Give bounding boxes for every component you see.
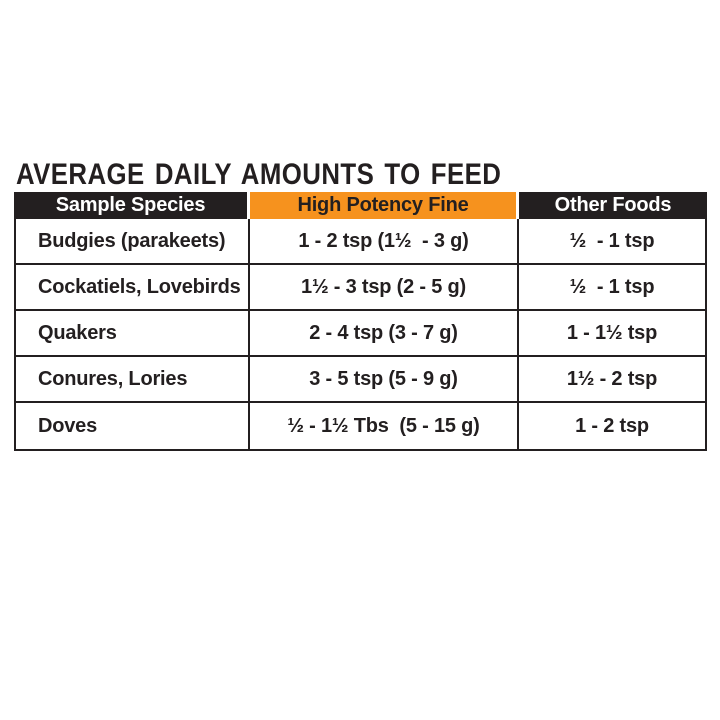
high-potency-cell: 3 - 5 tsp (5 - 9 g) [250,357,519,401]
species-cell: Cockatiels, Lovebirds [16,265,250,309]
table-header-row: Sample Species High Potency Fine Other F… [14,192,707,219]
header-divider [247,192,250,219]
high-potency-cell: 1½ - 3 tsp (2 - 5 g) [250,265,519,309]
species-cell: Doves [16,403,250,449]
header-other-foods: Other Foods [519,192,707,219]
other-foods-cell: 1½ - 2 tsp [566,367,658,390]
table-body: Budgies (parakeets) 1 - 2 tsp (1½ - 3 g)… [14,219,707,451]
feeding-amounts-table: Sample Species High Potency Fine Other F… [14,192,707,451]
header-sample-species: Sample Species [14,192,247,219]
other-foods-cell: ½ - 1 tsp [569,275,655,298]
page-title: AVERAGE DAILY AMOUNTS TO FEED [16,158,502,191]
table-row: Budgies (parakeets) 1 - 2 tsp (1½ - 3 g)… [16,219,705,265]
header-divider [516,192,519,219]
other-foods-cell: ½ - 1 tsp [569,229,655,252]
high-potency-cell: 1 - 2 tsp (1½ - 3 g) [250,219,519,263]
species-cell: Quakers [16,311,250,355]
species-cell: Conures, Lories [16,357,250,401]
high-potency-cell: 2 - 4 tsp (3 - 7 g) [250,311,519,355]
table-row: Quakers 2 - 4 tsp (3 - 7 g) 1 - 1½ tsp [16,311,705,357]
other-foods-cell: 1 - 1½ tsp [566,321,658,344]
header-high-potency-fine: High Potency Fine [250,192,516,219]
table-row: Conures, Lories 3 - 5 tsp (5 - 9 g) 1½ -… [16,357,705,403]
other-foods-cell: 1 - 2 tsp [575,414,649,437]
table-row: Doves ½ - 1½ Tbs (5 - 15 g) 1 - 2 tsp [16,403,705,449]
table-row: Cockatiels, Lovebirds 1½ - 3 tsp (2 - 5 … [16,265,705,311]
high-potency-cell: ½ - 1½ Tbs (5 - 15 g) [250,403,519,449]
species-cell: Budgies (parakeets) [16,219,250,263]
